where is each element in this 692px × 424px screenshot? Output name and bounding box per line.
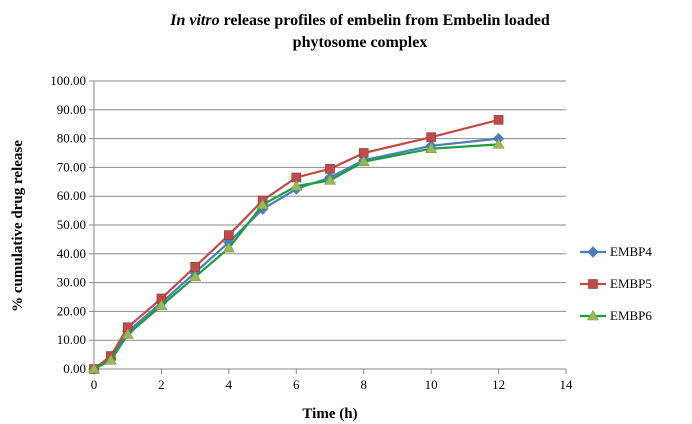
data-point-embp6 [323, 174, 337, 185]
data-point-embp6 [290, 180, 303, 191]
data-point-embp6 [104, 354, 117, 365]
y-tick-label: 0.00 [63, 361, 86, 376]
data-point-embp5 [325, 164, 335, 174]
series-line-embp5 [93, 118, 499, 370]
y-tick-label: 40.00 [57, 246, 86, 261]
series-embp5 [89, 115, 504, 374]
y-tick-label: 100.00 [50, 73, 86, 88]
chart-title-italic: In vitro [170, 12, 220, 29]
x-axis-ticks: 0 2 4 6 8 10 12 14 [91, 369, 573, 392]
data-point-embp5 [190, 261, 200, 272]
legend: EMBP4 EMBP5 EMBP6 [580, 244, 652, 323]
y-tick-label: 30.00 [57, 275, 86, 290]
data-point-embp6 [492, 138, 505, 149]
x-tick-label: 2 [158, 377, 165, 392]
x-tick-label: 0 [91, 377, 98, 392]
data-point-embp6 [121, 328, 134, 339]
y-axis-ticks: 0.00 10.00 20.00 30.00 40.00 50.00 60.00 70.00 8… [50, 73, 94, 376]
data-point-embp6 [189, 270, 202, 282]
data-point-embp5 [493, 115, 504, 125]
y-tick-label: 60.00 [57, 188, 86, 203]
legend-label-embp4: EMBP4 [610, 244, 652, 259]
series-embp6 [87, 138, 505, 374]
data-point-embp5 [224, 230, 234, 240]
legend-marker-embp6 [586, 309, 600, 321]
y-tick-label: 90.00 [57, 102, 86, 117]
data-point-embp5 [426, 132, 436, 142]
legend-label-embp5: EMBP5 [610, 276, 652, 291]
gridlines [94, 80, 566, 341]
x-tick-label: 10 [425, 377, 438, 392]
x-tick-label: 14 [560, 377, 574, 392]
series-line-embp6 [93, 143, 499, 370]
chart-title-line-2: phytosome complex [292, 34, 428, 51]
series-group [87, 115, 505, 375]
x-tick-label: 4 [226, 377, 233, 392]
data-point-embp6 [155, 299, 168, 310]
chart-title-rest: release profiles of embelin from Embelin… [219, 12, 550, 29]
x-tick-label: 8 [360, 377, 367, 392]
y-tick-label: 50.00 [57, 217, 86, 232]
legend-marker-embp5 [588, 279, 598, 289]
chart-title-line-1: In vitro release profiles of embelin fro… [60, 10, 660, 32]
data-point-embp6 [256, 198, 269, 210]
y-tick-label: 20.00 [57, 303, 86, 318]
y-tick-label: 10.00 [57, 332, 86, 347]
data-point-embp6 [222, 241, 235, 253]
data-point-embp6 [87, 362, 101, 374]
y-axis-title: % cumulative drug release [10, 140, 26, 312]
legend-marker-embp4 [587, 246, 599, 258]
x-tick-label: 12 [492, 377, 505, 392]
x-axis-title: Time (h) [302, 406, 357, 422]
chart-title: In vitro release profiles of embelin fro… [60, 10, 660, 54]
legend-item-embp5: EMBP5 [580, 276, 652, 291]
x-tick-label: 6 [293, 377, 300, 392]
y-tick-label: 70.00 [57, 159, 86, 174]
y-tick-label: 80.00 [57, 131, 86, 146]
data-point-embp6 [357, 155, 370, 166]
legend-label-embp6: EMBP6 [610, 308, 652, 323]
data-point-embp6 [425, 142, 438, 153]
legend-item-embp6: EMBP6 [580, 308, 652, 323]
legend-item-embp4: EMBP4 [580, 244, 652, 259]
